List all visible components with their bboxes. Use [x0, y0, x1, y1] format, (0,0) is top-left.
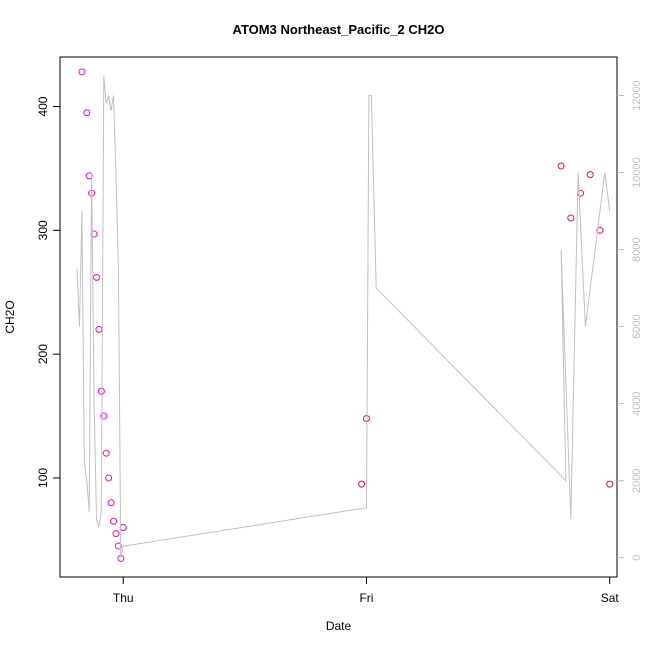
- y2-tick-label: 6000: [631, 314, 643, 338]
- data-point: [596, 226, 604, 234]
- series-line: [76, 76, 611, 558]
- x-tick-label: Sat: [601, 591, 620, 605]
- x-tick-label: Thu: [113, 591, 134, 605]
- data-point: [107, 499, 115, 507]
- data-point: [97, 387, 105, 395]
- data-point: [85, 172, 93, 180]
- data-point: [557, 162, 565, 170]
- data-point: [100, 412, 108, 420]
- x-tick-label: Fri: [359, 591, 373, 605]
- data-point: [105, 474, 113, 482]
- data-point: [95, 325, 103, 333]
- y2-tick-label: 0: [631, 555, 643, 561]
- plot-frame: [59, 56, 618, 578]
- y-tick-label: 300: [36, 220, 50, 240]
- data-point: [83, 109, 91, 117]
- y2-tick-label: 4000: [631, 391, 643, 415]
- y2-tick-label: 2000: [631, 468, 643, 492]
- data-point: [358, 480, 366, 488]
- y2-tick-label: 8000: [631, 237, 643, 261]
- chart-title: ATOM3 Northeast_Pacific_2 CH2O: [233, 22, 445, 37]
- y-tick-label: 400: [36, 96, 50, 116]
- data-point: [110, 517, 118, 525]
- data-point: [586, 171, 594, 179]
- data-point: [606, 480, 614, 488]
- data-point: [78, 68, 86, 76]
- data-point: [567, 214, 575, 222]
- x-axis-label: Date: [326, 619, 352, 633]
- y2-tick-label: 12000: [631, 80, 643, 111]
- data-point: [362, 415, 370, 423]
- y-tick-label: 100: [36, 468, 50, 488]
- data-point: [119, 523, 127, 531]
- y2-tick-label: 10000: [631, 157, 643, 188]
- data-point: [577, 189, 585, 197]
- data-point: [114, 542, 122, 550]
- data-point: [112, 530, 120, 538]
- data-point: [92, 273, 100, 281]
- y-tick-label: 200: [36, 344, 50, 364]
- y-axis-label: CH2O: [3, 300, 17, 333]
- data-point: [102, 449, 110, 457]
